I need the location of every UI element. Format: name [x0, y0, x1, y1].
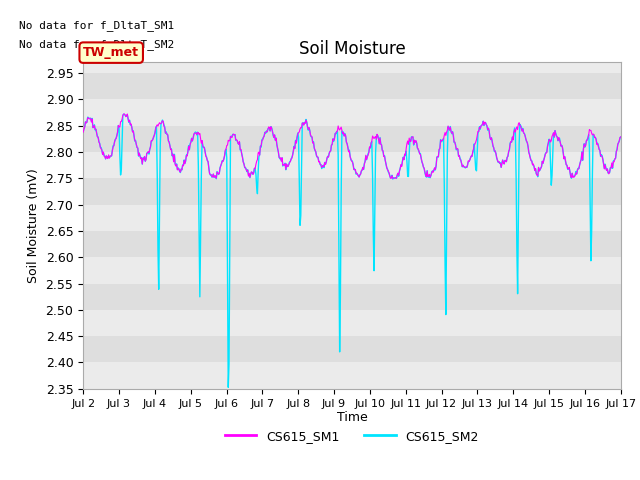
CS615_SM2	[120, 111, 127, 117]
Text: TW_met: TW_met	[83, 46, 140, 59]
Bar	[83, 126, 621, 152]
CS615_SM2	[617, 134, 625, 140]
Bar	[83, 310, 621, 336]
CS615_SM2	[89, 125, 97, 131]
CS615_SM2	[229, 132, 237, 137]
CS615_SM1	[89, 125, 97, 131]
X-axis label: Time: Time	[337, 411, 367, 424]
Legend: CS615_SM1, CS615_SM2: CS615_SM1, CS615_SM2	[220, 425, 484, 448]
CS615_SM2	[145, 151, 153, 157]
Text: No data for f_DltaT_SM1: No data for f_DltaT_SM1	[19, 20, 174, 31]
CS615_SM2	[79, 129, 87, 134]
Bar	[83, 257, 621, 284]
CS615_SM1	[79, 129, 87, 135]
Bar	[83, 73, 621, 99]
Bar	[83, 362, 621, 389]
Title: Soil Moisture: Soil Moisture	[299, 40, 405, 58]
Bar	[83, 204, 621, 231]
Line: CS615_SM2: CS615_SM2	[83, 114, 621, 387]
CS615_SM1	[419, 161, 426, 167]
Line: CS615_SM1: CS615_SM1	[83, 114, 621, 178]
Bar	[83, 152, 621, 178]
CS615_SM1	[145, 150, 153, 156]
CS615_SM2	[225, 384, 232, 390]
CS615_SM1	[435, 154, 442, 159]
Bar	[83, 178, 621, 204]
Bar	[83, 99, 621, 126]
Bar	[83, 284, 621, 310]
CS615_SM1	[212, 175, 220, 181]
CS615_SM1	[617, 134, 625, 140]
CS615_SM2	[200, 144, 207, 150]
CS615_SM1	[229, 132, 237, 138]
CS615_SM2	[435, 154, 442, 160]
CS615_SM2	[419, 161, 426, 167]
Y-axis label: Soil Moisture (mV): Soil Moisture (mV)	[27, 168, 40, 283]
CS615_SM1	[200, 144, 207, 150]
Bar	[83, 336, 621, 362]
Text: No data for f_DltaT_SM2: No data for f_DltaT_SM2	[19, 39, 174, 50]
Bar	[83, 231, 621, 257]
CS615_SM1	[120, 111, 128, 117]
